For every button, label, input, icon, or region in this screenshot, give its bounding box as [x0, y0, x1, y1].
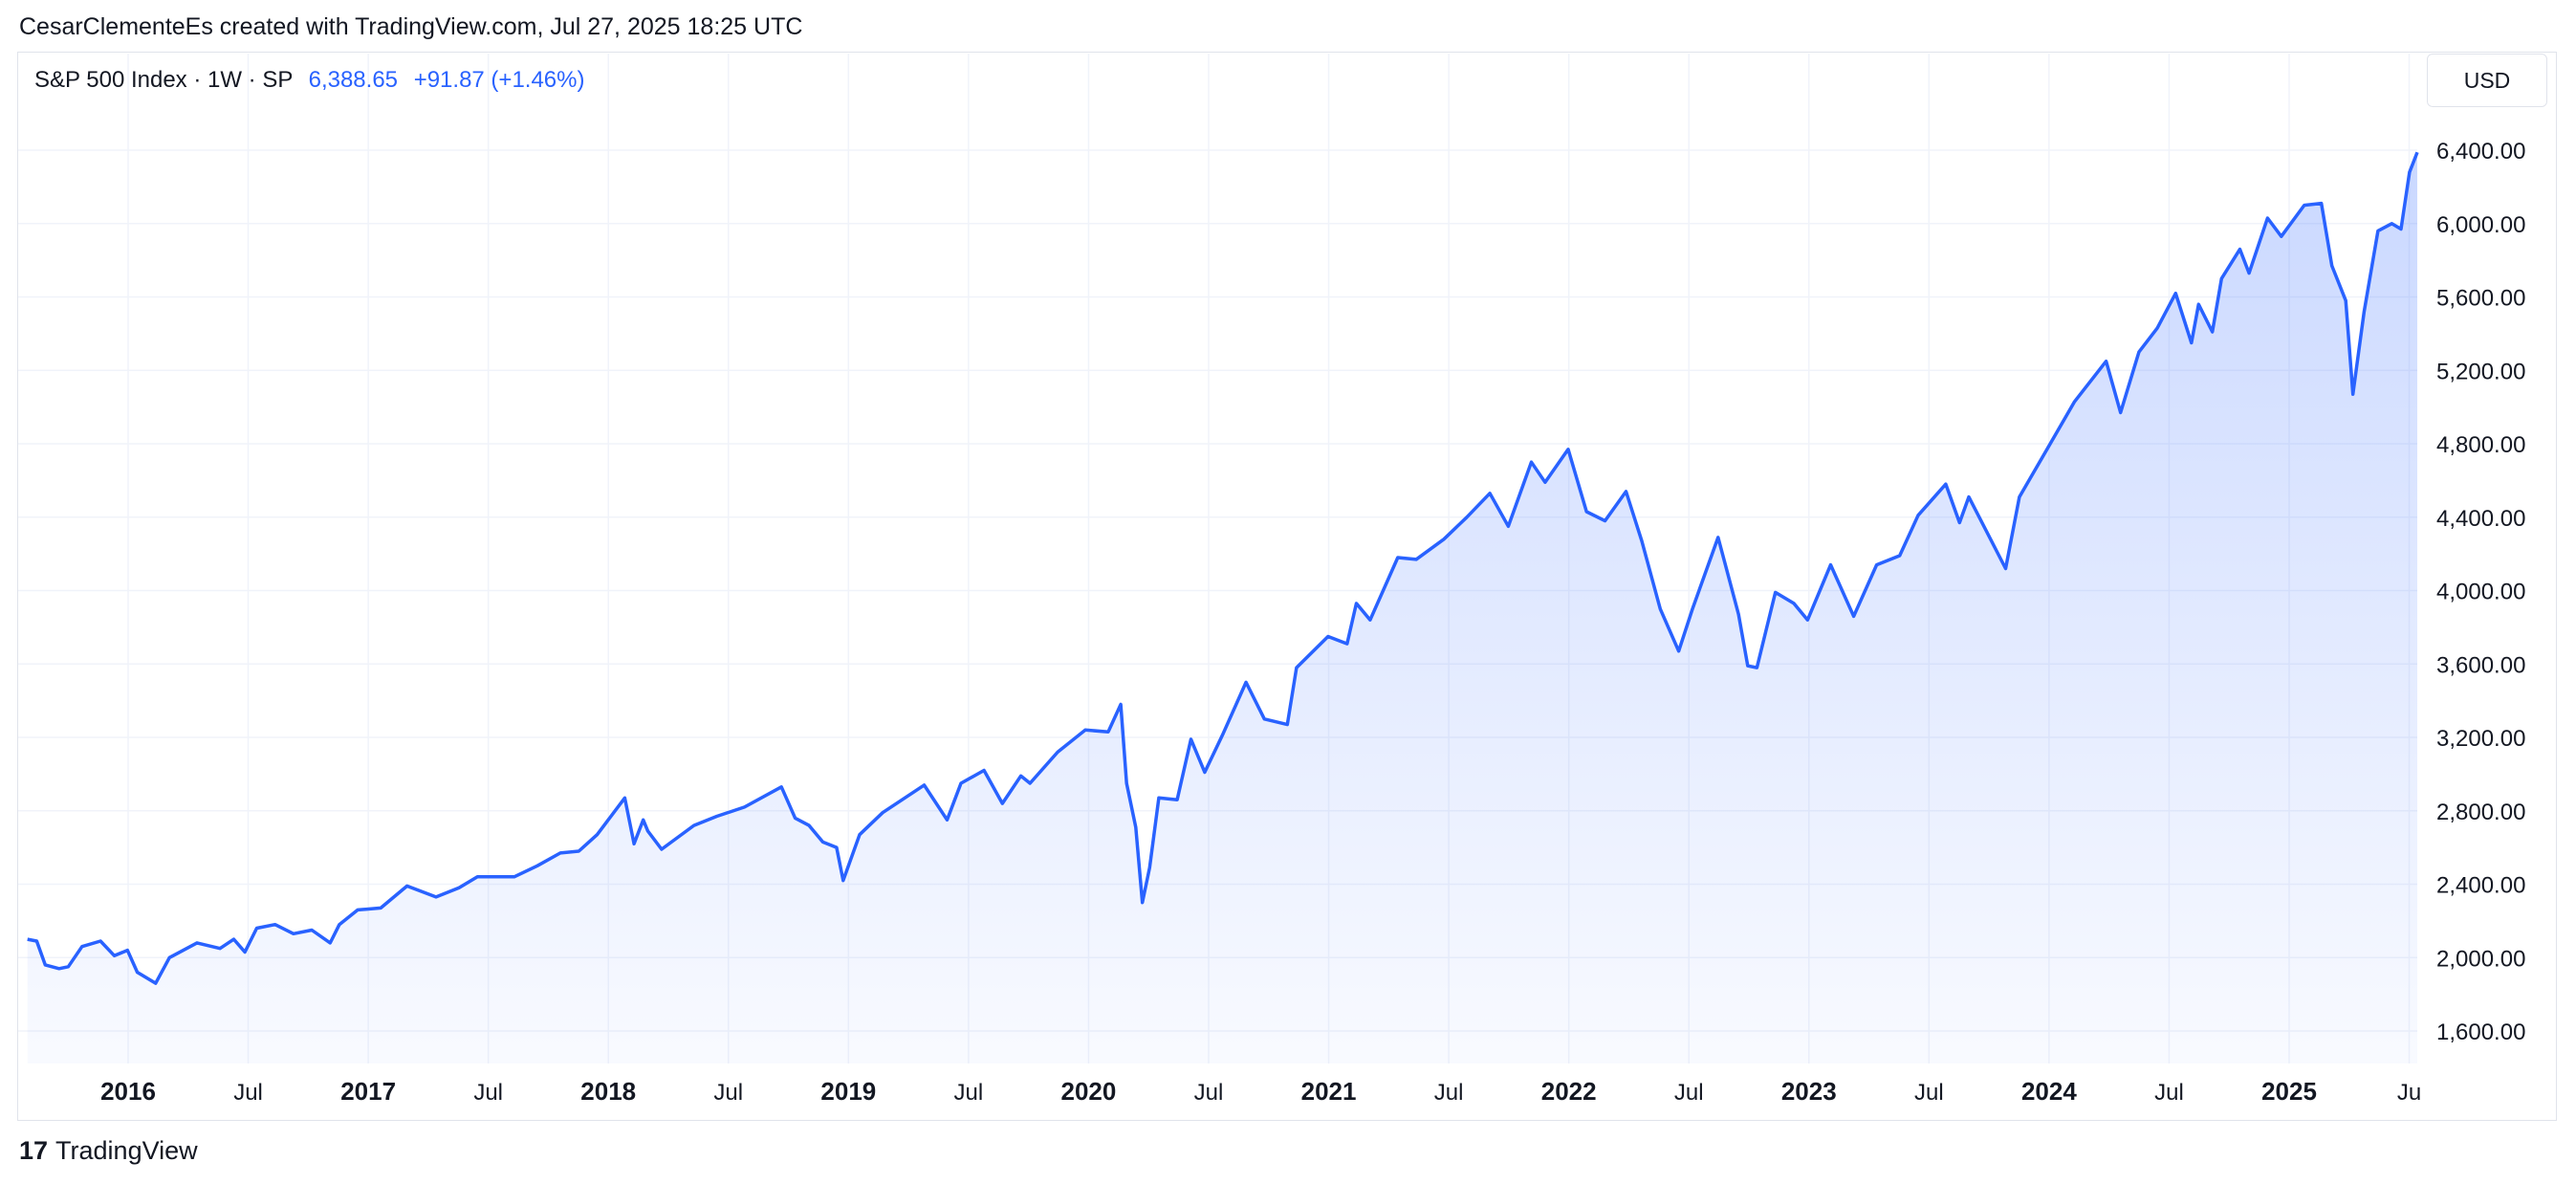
y-tick-label: 4,000.00: [2436, 580, 2525, 605]
last-price: 6,388.65: [308, 67, 399, 93]
tradingview-mark-icon: 17: [19, 1136, 49, 1165]
y-tick-label: 3,600.00: [2436, 652, 2525, 678]
y-tick-label: 4,400.00: [2436, 506, 2525, 532]
currency-button[interactable]: USD: [2427, 54, 2547, 107]
x-tick-label: 2017: [340, 1077, 396, 1106]
y-tick-label: 1,600.00: [2436, 1020, 2525, 1045]
attribution-text: CesarClementeEs created with TradingView…: [19, 13, 803, 40]
price-change: +91.87 (+1.46%): [413, 67, 585, 93]
price-area-fill: [27, 152, 2418, 1063]
time-axis[interactable]: 2016 Jul 2017 Jul 2018 Jul 2019 Jul 2020 Jul 2021 J…: [100, 1077, 2421, 1106]
x-tick-label: Jul: [1674, 1080, 1704, 1106]
x-tick-label: 2025: [2261, 1077, 2317, 1106]
x-tick-label: 2016: [100, 1077, 156, 1106]
chart-legend[interactable]: S&P 500 Index · 1W · SP 6,388.65 +91.87 …: [34, 67, 584, 94]
x-tick-label: Jul: [713, 1080, 743, 1106]
y-tick-label: 6,000.00: [2436, 212, 2525, 238]
brand-name: TradingView: [55, 1136, 198, 1165]
y-tick-label: 2,400.00: [2436, 873, 2525, 899]
x-tick-label: 2020: [1061, 1077, 1117, 1106]
x-tick-label: Jul: [1914, 1080, 1944, 1106]
x-tick-label: 2022: [1541, 1077, 1597, 1106]
x-tick-label: 2023: [1781, 1077, 1837, 1106]
y-tick-label: 6,400.00: [2436, 139, 2525, 164]
x-tick-label: Jul: [2154, 1080, 2184, 1106]
price-line[interactable]: [27, 151, 2419, 985]
tradingview-logo[interactable]: 17 TradingView: [19, 1136, 198, 1166]
x-tick-label: Ju: [2397, 1080, 2421, 1106]
symbol-label[interactable]: S&P 500 Index · 1W · SP: [34, 67, 293, 93]
y-tick-label: 2,000.00: [2436, 946, 2525, 972]
y-tick-label: 5,200.00: [2436, 359, 2525, 384]
y-tick-label: 5,600.00: [2436, 286, 2525, 312]
x-tick-label: Jul: [1434, 1080, 1464, 1106]
chart-frame: [17, 52, 2557, 1121]
x-tick-label: 2024: [2021, 1077, 2077, 1106]
price-axis[interactable]: 1,600.00 2,000.00 2,400.00 2,800.00 3,200.00…: [2436, 139, 2525, 1045]
x-tick-label: 2021: [1301, 1077, 1357, 1106]
x-tick-label: Jul: [473, 1080, 503, 1106]
y-tick-label: 4,800.00: [2436, 432, 2525, 458]
x-tick-label: 2018: [580, 1077, 636, 1106]
y-tick-label: 2,800.00: [2436, 800, 2525, 825]
x-tick-label: Jul: [1194, 1080, 1224, 1106]
x-tick-label: Jul: [954, 1080, 984, 1106]
x-tick-label: 2019: [820, 1077, 876, 1106]
x-tick-label: Jul: [233, 1080, 263, 1106]
y-tick-label: 3,200.00: [2436, 726, 2525, 752]
